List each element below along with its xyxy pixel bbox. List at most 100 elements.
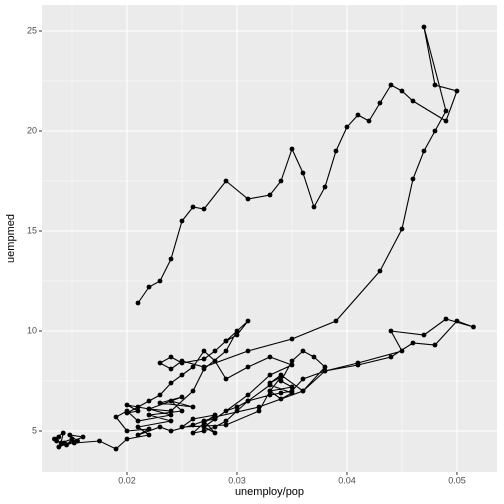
data-point bbox=[201, 364, 207, 370]
data-point bbox=[179, 358, 185, 364]
y-tick-label: 5 bbox=[32, 425, 37, 435]
data-point bbox=[289, 362, 295, 368]
data-point bbox=[60, 430, 66, 436]
data-point bbox=[135, 404, 141, 410]
data-point bbox=[300, 348, 306, 354]
data-point bbox=[388, 82, 394, 88]
data-point bbox=[223, 422, 229, 428]
data-point bbox=[267, 372, 273, 378]
data-point bbox=[289, 388, 295, 394]
data-point bbox=[399, 226, 405, 232]
data-point bbox=[69, 436, 75, 442]
data-point bbox=[278, 396, 284, 402]
data-point bbox=[190, 204, 196, 210]
data-point bbox=[267, 192, 273, 198]
y-tick-label: 10 bbox=[27, 325, 37, 335]
data-point bbox=[190, 388, 196, 394]
data-point bbox=[113, 446, 119, 452]
y-tick-label: 25 bbox=[27, 25, 37, 35]
data-point bbox=[146, 426, 152, 432]
data-point bbox=[157, 278, 163, 284]
data-point bbox=[443, 316, 449, 322]
data-point bbox=[300, 376, 306, 382]
data-point bbox=[300, 388, 306, 394]
data-point bbox=[124, 410, 130, 416]
data-point bbox=[212, 416, 218, 422]
data-point bbox=[432, 342, 438, 348]
data-point bbox=[223, 178, 229, 184]
x-tick-label: 0.02 bbox=[118, 475, 136, 485]
data-point bbox=[190, 422, 196, 428]
data-point bbox=[179, 424, 185, 430]
data-point bbox=[388, 328, 394, 334]
data-point bbox=[157, 392, 163, 398]
data-point bbox=[278, 178, 284, 184]
data-point bbox=[71, 440, 77, 446]
data-point bbox=[135, 408, 141, 414]
data-point bbox=[124, 428, 130, 434]
data-point bbox=[212, 358, 218, 364]
data-point bbox=[223, 376, 229, 382]
data-point bbox=[179, 408, 185, 414]
data-point bbox=[471, 324, 476, 330]
data-point bbox=[443, 108, 449, 114]
data-point bbox=[168, 412, 174, 418]
data-point bbox=[311, 204, 317, 210]
data-point bbox=[421, 24, 427, 30]
data-point bbox=[146, 432, 152, 438]
data-point bbox=[454, 88, 460, 94]
data-point bbox=[212, 430, 218, 436]
data-point bbox=[146, 412, 152, 418]
data-point bbox=[234, 408, 240, 414]
data-point bbox=[366, 118, 372, 124]
data-point bbox=[278, 372, 284, 378]
data-point bbox=[256, 404, 262, 410]
data-point bbox=[289, 384, 295, 390]
data-point bbox=[67, 432, 73, 438]
data-point bbox=[157, 424, 163, 430]
data-point bbox=[278, 378, 284, 384]
data-point bbox=[223, 408, 229, 414]
data-point bbox=[410, 340, 416, 346]
data-point bbox=[223, 338, 229, 344]
data-point bbox=[322, 184, 328, 190]
data-point bbox=[333, 318, 339, 324]
x-tick-label: 0.05 bbox=[448, 475, 466, 485]
data-line bbox=[54, 26, 474, 450]
data-point bbox=[56, 434, 62, 440]
data-point bbox=[410, 98, 416, 104]
data-point bbox=[157, 360, 163, 366]
data-point bbox=[454, 318, 460, 324]
data-point bbox=[146, 398, 152, 404]
data-point bbox=[168, 354, 174, 360]
data-point bbox=[344, 124, 350, 130]
data-point bbox=[311, 354, 317, 360]
data-point bbox=[146, 284, 152, 290]
data-point bbox=[56, 444, 62, 450]
data-point bbox=[421, 332, 427, 338]
data-point bbox=[168, 428, 174, 434]
data-point bbox=[267, 354, 273, 360]
data-point bbox=[168, 256, 174, 262]
data-point bbox=[410, 176, 416, 182]
y-axis-title: uempmed bbox=[5, 214, 17, 263]
data-point bbox=[157, 400, 163, 406]
data-point bbox=[355, 360, 361, 366]
data-point bbox=[377, 268, 383, 274]
data-point bbox=[124, 402, 130, 408]
data-point bbox=[388, 354, 394, 360]
data-point bbox=[223, 348, 229, 354]
y-tick-label: 15 bbox=[27, 225, 37, 235]
data-point bbox=[223, 418, 229, 424]
data-point bbox=[234, 332, 240, 338]
data-point bbox=[289, 336, 295, 342]
data-point bbox=[399, 88, 405, 94]
x-tick-label: 0.03 bbox=[228, 475, 246, 485]
data-point bbox=[168, 366, 174, 372]
data-point bbox=[245, 392, 251, 398]
data-point bbox=[135, 432, 141, 438]
data-point bbox=[146, 406, 152, 412]
data-point bbox=[267, 380, 273, 386]
data-point bbox=[322, 364, 328, 370]
